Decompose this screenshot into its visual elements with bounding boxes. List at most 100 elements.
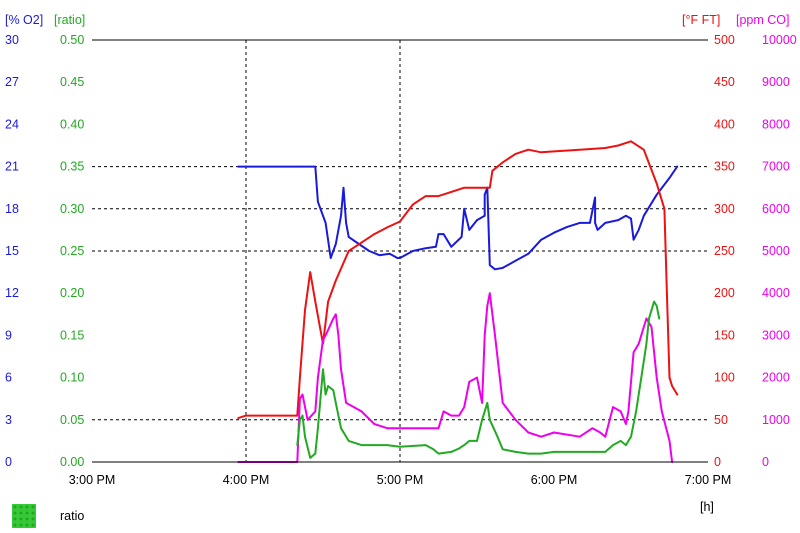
temp-tick-label: 250 <box>714 244 735 258</box>
data-point-temp <box>630 140 632 143</box>
data-point-temp <box>489 186 491 189</box>
data-point-ratio <box>322 368 324 371</box>
data-point-temp <box>373 233 376 235</box>
data-point-ratio <box>327 385 329 387</box>
x-tick-label: 3:00 PM <box>69 473 116 487</box>
data-point-temp <box>666 292 668 295</box>
data-point-ratio <box>591 451 594 453</box>
x-tick-label: 6:00 PM <box>531 473 578 487</box>
temp-tick-label: 350 <box>714 160 735 174</box>
data-point-o2 <box>317 201 319 203</box>
co-tick-label: 4000 <box>762 286 790 300</box>
data-point-o2 <box>594 222 596 224</box>
data-point-ratio <box>514 451 517 453</box>
o2-tick-label: 6 <box>5 371 12 385</box>
data-point-ratio <box>635 410 637 413</box>
data-point-o2 <box>396 257 399 259</box>
data-point-co <box>337 334 340 337</box>
data-point-ratio <box>386 444 389 446</box>
data-point-temp <box>296 414 299 417</box>
data-point-temp <box>527 148 530 151</box>
co-tick-label: 5000 <box>762 244 790 258</box>
data-point-o2 <box>676 165 678 168</box>
data-point-o2 <box>527 253 530 255</box>
co-tick-label: 10000 <box>762 33 797 47</box>
ratio-tick-label: 0.35 <box>60 160 84 174</box>
data-point-co <box>458 414 460 417</box>
data-point-o2 <box>399 257 401 259</box>
data-point-temp <box>553 150 555 153</box>
data-point-co <box>340 368 342 371</box>
data-point-ratio <box>653 300 655 303</box>
data-point-o2 <box>630 217 632 220</box>
data-point-co <box>335 313 337 316</box>
co-tick-label: 8000 <box>762 117 790 131</box>
data-point-ratio <box>496 435 499 438</box>
o2-tick-label: 18 <box>5 202 19 216</box>
data-point-o2 <box>668 177 671 179</box>
grid-lines <box>92 40 708 462</box>
data-point-co <box>645 317 648 320</box>
data-point-temp <box>237 417 240 419</box>
data-point-co <box>604 435 607 438</box>
data-point-o2 <box>483 193 486 196</box>
data-point-ratio <box>604 451 607 453</box>
data-point-o2 <box>476 219 478 221</box>
data-point-co <box>463 406 466 408</box>
data-point-co <box>540 435 542 438</box>
data-point-temp <box>617 144 619 147</box>
temp-tick-label: 300 <box>714 202 735 216</box>
data-point-co <box>501 402 504 404</box>
data-point-o2 <box>435 246 437 248</box>
o2-tick-label: 15 <box>5 244 19 258</box>
data-point-ratio <box>658 317 660 320</box>
data-point-ratio <box>625 444 627 446</box>
data-point-temp <box>663 208 666 210</box>
data-point-o2 <box>324 222 327 224</box>
x-tick-label: 4:00 PM <box>223 473 270 487</box>
o2-tick-label: 3 <box>5 413 12 427</box>
ratio-axis-label: [ratio] <box>54 13 85 27</box>
o2-tick-label: 12 <box>5 286 19 300</box>
data-point-ratio <box>489 419 491 421</box>
series-line-temp <box>237 140 679 420</box>
data-point-o2 <box>643 215 645 217</box>
data-point-ratio <box>486 402 489 404</box>
data-point-o2 <box>594 196 596 199</box>
data-point-temp <box>476 186 478 189</box>
data-point-temp <box>399 220 401 223</box>
data-point-o2 <box>412 250 414 252</box>
data-point-temp <box>314 300 317 303</box>
data-point-ratio <box>553 451 555 453</box>
legend-swatch-ratio <box>12 504 36 528</box>
data-point-ratio <box>314 452 317 455</box>
data-point-temp <box>304 309 306 311</box>
data-point-ratio <box>296 444 299 446</box>
data-point-ratio <box>640 376 643 379</box>
o2-tick-label: 27 <box>5 75 19 89</box>
data-point-co <box>481 402 483 404</box>
data-point-o2 <box>514 260 517 262</box>
data-point-temp <box>347 250 350 252</box>
data-point-co <box>627 410 630 413</box>
data-point-o2 <box>617 219 619 221</box>
ratio-tick-label: 0.50 <box>60 33 84 47</box>
data-point-o2 <box>388 253 391 255</box>
data-point-o2 <box>625 215 627 217</box>
data-point-ratio <box>317 427 319 430</box>
data-point-o2 <box>540 238 542 241</box>
data-point-o2 <box>345 222 347 224</box>
data-point-ratio <box>527 452 530 455</box>
legend-label-ratio: ratio <box>60 509 85 523</box>
data-point-o2 <box>596 229 599 231</box>
data-point-o2 <box>237 165 240 168</box>
data-point-o2 <box>342 186 345 189</box>
data-point-co <box>483 334 486 337</box>
data-point-ratio <box>468 440 471 442</box>
data-point-temp <box>578 148 581 151</box>
temp-tick-label: 500 <box>714 33 735 47</box>
data-point-ratio <box>399 446 401 448</box>
data-point-ratio <box>650 309 653 311</box>
data-point-co <box>345 402 347 404</box>
o2-tick-label: 30 <box>5 33 19 47</box>
